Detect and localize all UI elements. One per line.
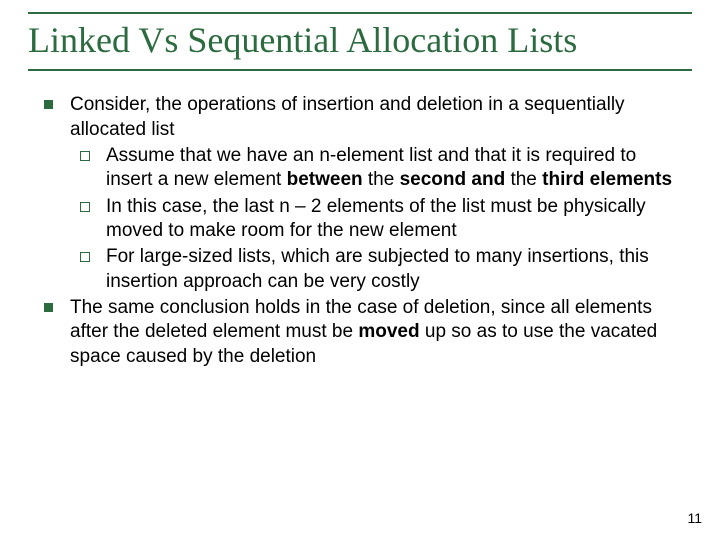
title-rule-top xyxy=(28,12,692,14)
bullet-list-level2: Assume that we have an n-element list an… xyxy=(70,144,686,294)
list-item: In this case, the last n – 2 elements of… xyxy=(70,195,686,244)
page-number: 11 xyxy=(687,510,702,526)
list-item: Assume that we have an n-element list an… xyxy=(70,144,686,193)
bullet-list-level1: Consider, the operations of insertion an… xyxy=(34,93,686,368)
list-item: For large-sized lists, which are subject… xyxy=(70,245,686,294)
bullet-text: The same conclusion holds in the case of… xyxy=(70,297,657,367)
slide-title: Linked Vs Sequential Allocation Lists xyxy=(28,16,692,67)
bullet-text: For large-sized lists, which are subject… xyxy=(106,246,649,291)
bullet-text: In this case, the last n – 2 elements of… xyxy=(106,196,646,241)
slide: Linked Vs Sequential Allocation Lists Co… xyxy=(0,0,720,540)
slide-body: Consider, the operations of insertion an… xyxy=(28,71,692,368)
bullet-text: Assume that we have an n-element list an… xyxy=(106,145,672,190)
list-item: Consider, the operations of insertion an… xyxy=(34,93,686,294)
bullet-text: Consider, the operations of insertion an… xyxy=(70,94,625,139)
list-item: The same conclusion holds in the case of… xyxy=(34,296,686,369)
